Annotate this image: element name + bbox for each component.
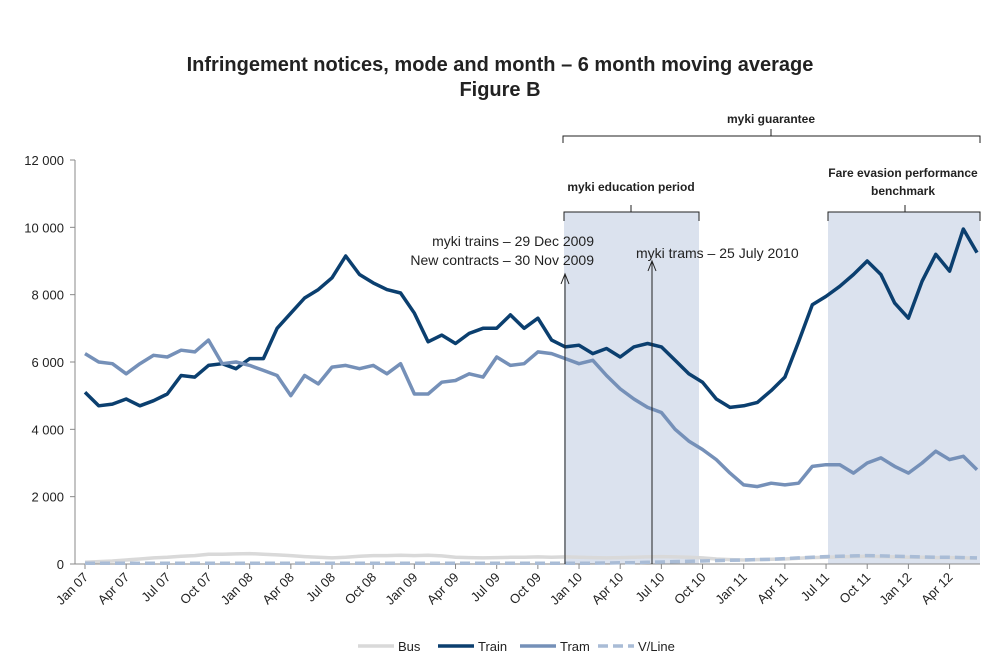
x-tick-label: Jul 08 [303, 570, 338, 605]
legend-label: Train [478, 639, 507, 654]
y-tick-label: 2 000 [31, 490, 64, 505]
benchmark-shade [828, 212, 980, 564]
x-tick-label: Jan 11 [712, 570, 750, 608]
x-tick-label: Jan 07 [53, 570, 91, 608]
x-tick-label: Apr 07 [95, 570, 133, 608]
benchmark-bracket [827, 205, 981, 221]
y-tick-label: 12 000 [24, 153, 64, 168]
chart-subtitle: Infringement notices, mode and month – 6… [187, 54, 814, 76]
x-tick-label: Jan 09 [382, 570, 420, 608]
chart-title: Figure B [459, 79, 540, 101]
x-tick-label: Apr 12 [918, 570, 956, 608]
x-tick-label: Apr 10 [589, 570, 627, 608]
x-tick-label: Oct 10 [671, 570, 709, 608]
y-tick-label: 0 [57, 557, 64, 572]
x-tick-label: Oct 07 [177, 570, 215, 608]
guarantee-bracket [562, 129, 981, 143]
y-tick-label: 4 000 [31, 422, 64, 437]
annotation: myki trams – 25 July 2010 [636, 245, 799, 261]
x-tick-label: Jul 10 [632, 570, 667, 605]
y-tick-label: 10 000 [24, 220, 64, 235]
annotation: myki education period [567, 180, 694, 194]
x-tick-label: Jan 10 [547, 570, 585, 608]
series-line [83, 227, 979, 410]
x-tick-label: Apr 11 [754, 570, 791, 607]
series-line [85, 553, 978, 566]
annotation: myki guarantee [727, 112, 815, 126]
legend-label: Tram [560, 639, 590, 654]
y-tick-label: 6 000 [31, 355, 64, 370]
arrows [560, 259, 657, 564]
x-tick-label: Jul 07 [138, 570, 173, 605]
x-tick-label: Jul 11 [798, 570, 832, 604]
x-tick-label: Jul 09 [468, 570, 503, 605]
legend-label: V/Line [638, 639, 675, 654]
x-tick-label: Oct 09 [506, 570, 544, 608]
legend-label: Bus [398, 639, 421, 654]
education-bracket [563, 205, 700, 221]
annotation: New contracts – 30 Nov 2009 [410, 252, 594, 268]
x-tick-label: Apr 09 [424, 570, 462, 608]
x-tick-label: Apr 08 [259, 570, 297, 608]
x-tick-label: Jan 12 [876, 570, 914, 608]
y-tick-label: 8 000 [31, 288, 64, 303]
education-shade [564, 212, 699, 564]
x-tick-label: Oct 11 [836, 570, 873, 607]
annotation: benchmark [871, 184, 935, 198]
annotation: myki trains – 29 Dec 2009 [432, 233, 594, 249]
series-line [84, 338, 979, 489]
plot [70, 159, 980, 569]
x-tick-label: Oct 08 [342, 570, 380, 608]
annotation: Fare evasion performance [828, 166, 978, 180]
x-tick-label: Jan 08 [218, 570, 256, 608]
